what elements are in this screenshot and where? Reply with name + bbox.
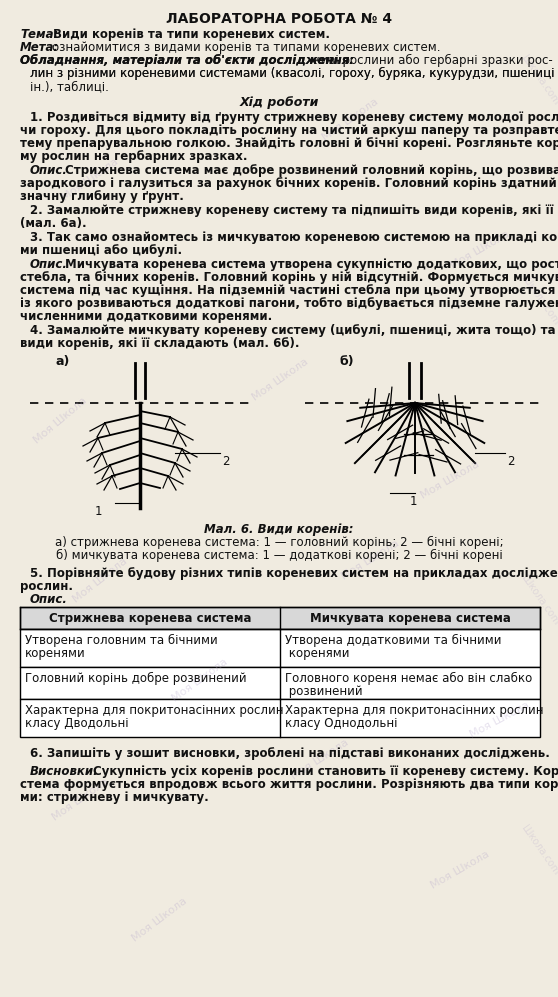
Text: Мета:: Мета: [20,41,59,54]
Text: 1: 1 [94,505,102,518]
Text: Моя Школа: Моя Школа [31,395,89,445]
Text: ЛАБОРАТОРНА РОБОТА № 4: ЛАБОРАТОРНА РОБОТА № 4 [166,12,392,26]
Text: 2. Замалюйте стрижневу кореневу систему та підпишіть види коренів, які її склада: 2. Замалюйте стрижневу кореневу систему … [30,204,558,217]
Text: класу Дводольні: класу Дводольні [25,717,129,730]
Text: а): а) [55,355,69,368]
Bar [20,667,540,699]
Text: Характерна для покритонасінних рослин: Характерна для покритонасінних рослин [285,704,543,717]
Text: із якого розвиваються додаткові пагони, тобто відбувається підземне галуження ст: із якого розвиваються додаткові пагони, … [20,297,558,310]
Text: Моя Школа: Моя Школа [60,157,120,203]
Text: Моя Школа: Моя Школа [320,97,380,143]
Text: б): б) [340,355,355,368]
Text: 1: 1 [410,495,417,508]
Text: (мал. 6а).: (мал. 6а). [20,217,86,230]
Text: коренями: коренями [285,647,349,660]
Text: Школа.com: Школа.com [519,273,558,327]
Text: численними додатковими коренями.: численними додатковими коренями. [20,310,272,323]
Text: значну глибину у ґрунт.: значну глибину у ґрунт. [20,190,184,203]
Text: Стрижнева коренева система: Стрижнева коренева система [49,612,251,625]
Text: Обладнання, матеріали та об'єкти дослідження:: Обладнання, матеріали та об'єкти дослідж… [20,54,354,67]
Text: ознайомитися з видами коренів та типами кореневих систем.: ознайомитися з видами коренів та типами … [52,41,440,54]
Text: розвинений: розвинений [285,685,363,698]
Text: Утворена додатковими та бічними: Утворена додатковими та бічними [285,634,502,647]
Text: Сукупність усіх коренів рослини становить її кореневу систему. Коренева си-: Сукупність усіх коренів рослини становит… [93,765,558,778]
Text: Моя Школа: Моя Школа [131,896,189,944]
Text: Моя Школа: Моя Школа [449,229,511,271]
Text: лин з різними кореневими системами (квасолі, гороху, буряка, кукурудзи, пшениці : лин з різними кореневими системами (квас… [30,67,558,80]
Text: 2: 2 [222,455,229,468]
Text: зародкового і галузиться за рахунок бічних коренів. Головний корінь здатний прон: зародкового і галузиться за рахунок бічн… [20,177,558,190]
Text: Утворена головним та бічними: Утворена головним та бічними [25,634,218,647]
Text: ми пшениці або цибулі.: ми пшениці або цибулі. [20,244,182,257]
Text: ін.), таблиці.: ін.), таблиці. [30,80,109,93]
Text: види коренів, які її складають (мал. 6б).: види коренів, які її складають (мал. 6б)… [20,337,300,350]
Text: лин з різними кореневими системами (квасолі, гороху, буряка, кукурудзи, пшениці : лин з різними кореневими системами (квас… [30,67,558,80]
Text: Моя Школа: Моя Школа [339,538,401,581]
Text: стема формується впродовж всього життя рослини. Розрізняють два типи кореневої с: стема формується впродовж всього життя р… [20,778,558,791]
Text: Обладнання, матеріали та об'єкти дослідження:: Обладнання, матеріали та об'єкти дослідж… [20,54,354,67]
Text: 3. Так само ознайомтесь із мичкуватою кореневою системою на прикладі кореневої с: 3. Так само ознайомтесь із мичкуватою ко… [30,231,558,244]
Text: чи гороху. Для цього покладіть рослину на чистий аркуш паперу та розправте корен: чи гороху. Для цього покладіть рослину н… [20,124,558,137]
Text: класу Однодольні: класу Однодольні [285,717,397,730]
Text: Мал. 6. Види коренів:: Мал. 6. Види коренів: [204,523,354,536]
Text: Моя Школа: Моя Школа [469,700,531,740]
Text: Школа.com: Школа.com [519,573,558,627]
Text: 2: 2 [507,455,514,468]
Text: Опис.: Опис. [30,258,68,271]
Text: Висновки.: Висновки. [30,765,99,778]
Text: Моя Школа: Моя Школа [290,738,350,783]
Text: Тема:: Тема: [20,28,58,41]
Text: му рослин на гербарних зразках.: му рослин на гербарних зразках. [20,150,248,163]
Text: Мичкувата коренева система: Мичкувата коренева система [310,612,511,625]
Text: система під час кущіння. На підземній частині стебла при цьому утворюється вузол: система під час кущіння. На підземній ча… [20,284,558,297]
Text: Моя Школа: Моя Школа [419,460,481,500]
Text: 5. Порівняйте будову різних типів кореневих систем на прикладах досліджених виді: 5. Порівняйте будову різних типів корене… [30,567,558,580]
Text: 4. Замалюйте мичкувату кореневу систему (цибулі, пшениці, жита тощо) та підпишіт: 4. Замалюйте мичкувату кореневу систему … [30,324,558,337]
Text: стебла, та бічних коренів. Головний корінь у ній відсутній. Формується мичкувата: стебла, та бічних коренів. Головний корі… [20,271,558,284]
Text: Головний корінь добре розвинений: Головний корінь добре розвинений [25,672,247,685]
Bar [20,699,540,737]
Text: Мичкувата коренева система утворена сукупністю додаткових, що ростуть від: Мичкувата коренева система утворена суку… [65,258,558,271]
Text: Опис.: Опис. [30,164,68,177]
Text: Моя Школа: Моя Школа [71,555,129,604]
Text: Головного кореня немає або він слабко: Головного кореня немає або він слабко [285,672,532,685]
Bar [20,607,540,629]
Text: Опис.: Опис. [30,593,68,606]
Text: Стрижнева система має добре розвинений головний корінь, що розвивається з: Стрижнева система має добре розвинений г… [65,164,558,177]
Text: Школа.com: Школа.com [519,53,558,107]
Text: 1. Роздивіться відмиту від ґрунту стрижневу кореневу систему молодої рослини ква: 1. Роздивіться відмиту від ґрунту стрижн… [30,111,558,124]
Text: тему препарувальною голкою. Знайдіть головні й бічні корені. Розгляньте кореневу: тему препарувальною голкою. Знайдіть гол… [20,137,558,150]
Text: ми: стрижневу і мичкувату.: ми: стрижневу і мичкувату. [20,791,209,804]
Text: Хід роботи: Хід роботи [239,96,319,109]
Text: Моя Школа: Моя Школа [170,657,230,704]
Text: коренями: коренями [25,647,86,660]
Text: Моя Школа: Моя Школа [429,849,491,891]
Text: б) мичкувата коренева система: 1 — додаткові корені; 2 — бічні корені: б) мичкувата коренева система: 1 — додат… [56,549,502,562]
Text: Види коренів та типи кореневих систем.: Види коренів та типи кореневих систем. [53,28,330,41]
Text: рослин.: рослин. [20,580,73,593]
Text: 6. Запишіть у зошит висновки, зроблені на підставі виконаних досліджень.: 6. Запишіть у зошит висновки, зроблені н… [30,747,550,760]
Text: Характерна для покритонасінних рослин: Характерна для покритонасінних рослин [25,704,283,717]
Text: живі рослини або гербарні зразки рос-: живі рослини або гербарні зразки рос- [310,54,553,67]
Bar [20,629,540,667]
Text: Моя Школа: Моя Школа [250,357,310,403]
Text: Моя Школа: Моя Школа [50,777,110,824]
Text: Школа.com: Школа.com [519,824,558,876]
Text: а) стрижнева коренева система: 1 — головний корінь; 2 — бічні корені;: а) стрижнева коренева система: 1 — голов… [55,536,503,549]
